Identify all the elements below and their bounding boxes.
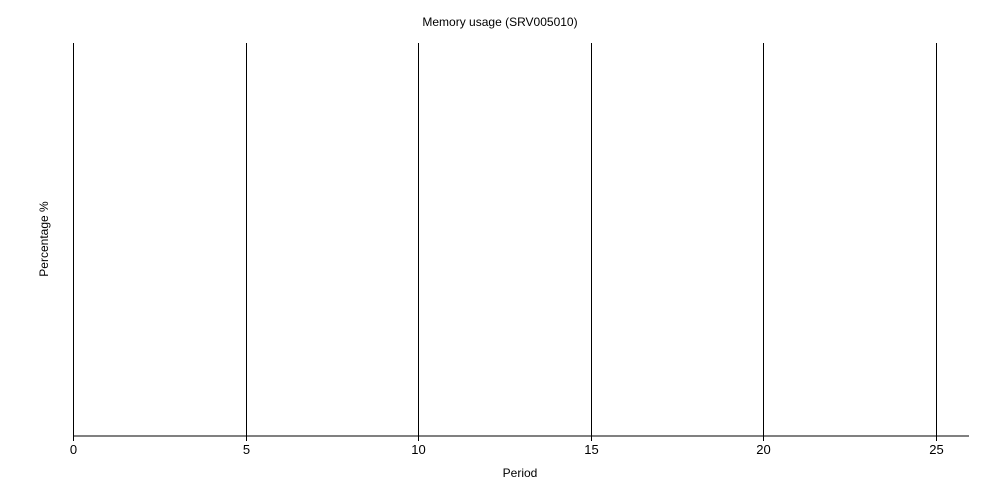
tick-label-x-20: 20 bbox=[756, 442, 770, 457]
tick-label-x-0: 0 bbox=[70, 442, 77, 457]
x-axis-ticks: 0 5 10 15 20 25 bbox=[70, 436, 944, 457]
vertical-gridlines bbox=[73, 43, 937, 436]
tick-label-x-5: 5 bbox=[243, 442, 250, 457]
tick-label-x-10: 10 bbox=[411, 442, 425, 457]
chart-title: Memory usage (SRV005010) bbox=[422, 15, 577, 29]
tick-label-x-15: 15 bbox=[584, 442, 598, 457]
y-axis-label: Percentage % bbox=[37, 201, 51, 277]
x-axis-label: Period bbox=[503, 466, 538, 480]
tick-label-x-25: 25 bbox=[929, 442, 943, 457]
